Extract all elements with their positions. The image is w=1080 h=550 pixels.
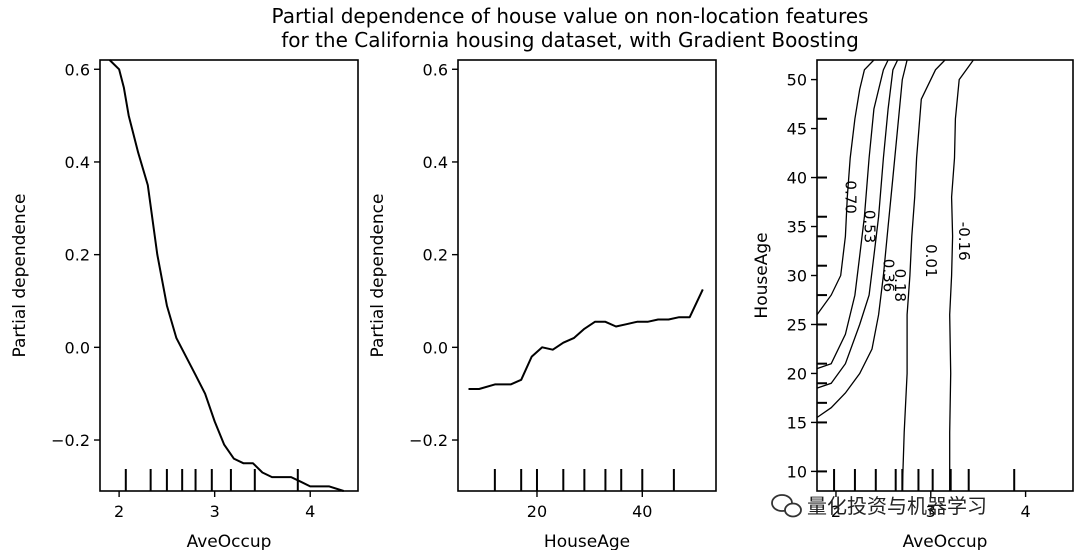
- axes-frame: [457, 59, 717, 492]
- x-axis-label: HouseAge: [544, 532, 630, 550]
- y-tick-label: 50: [787, 71, 807, 90]
- y-tick-label: 0.6: [65, 60, 90, 79]
- y-tick-label: 10: [787, 462, 807, 481]
- watermark-text: 量化投资与机器学习: [807, 494, 987, 518]
- contour-level-label: 0.01: [922, 244, 940, 277]
- contour-line-0.18: [816, 59, 908, 419]
- y-tick-label: −0.2: [409, 431, 448, 450]
- y-axis-label: Partial dependence: [368, 194, 388, 358]
- axes-frame: [99, 59, 359, 492]
- panel-houseage-partial-dependence: 20 40 −0.2 0.0 0.2 0.4 0.6 HouseAge Partial depe…: [368, 59, 717, 550]
- y-tick-label: −0.2: [51, 431, 90, 450]
- x-tick-label: 2: [114, 502, 124, 521]
- y-tick-label: 45: [787, 120, 807, 139]
- contour-line-0.36: [816, 59, 899, 389]
- contour-level-label: 0.70: [841, 180, 859, 213]
- contour-line-0.01: [901, 59, 946, 492]
- y-tick-label: 35: [787, 218, 807, 237]
- x-tick-label: 4: [305, 502, 315, 521]
- wechat-icon: [771, 494, 802, 518]
- y-tick-label: 0.2: [65, 246, 90, 265]
- axes-frame: [816, 59, 1074, 492]
- y-tick-label: 0.4: [65, 153, 90, 172]
- x-tick-label: 20: [527, 502, 547, 521]
- partial-dependence-line: [108, 59, 345, 492]
- y-tick-label: 0.4: [423, 153, 448, 172]
- figure-title-line-2: for the California housing dataset, with…: [281, 28, 859, 52]
- y-tick-label: 0.2: [423, 246, 448, 265]
- contour-line-0.70: [816, 59, 875, 316]
- panel-aveoccup-houseage-contour: 2 3 4 10 15 20 25 30 35 40 45 50 AveOccup HouseAge 0.7…: [752, 59, 1074, 550]
- y-tick-label: 40: [787, 169, 807, 188]
- x-tick-label: 3: [926, 502, 936, 521]
- y-tick-label: 15: [787, 413, 807, 432]
- x-tick-label: 4: [1020, 502, 1030, 521]
- x-tick-label: 40: [632, 502, 652, 521]
- y-tick-label: 0.0: [423, 338, 448, 357]
- contour-level-label: 0.18: [891, 269, 909, 302]
- x-tick-label: 2: [831, 502, 841, 521]
- y-tick-label: 0.0: [65, 338, 90, 357]
- x-axis-label: AveOccup: [187, 532, 272, 550]
- watermark: 量化投资与机器学习: [771, 494, 987, 518]
- x-tick-label: 3: [210, 502, 220, 521]
- panel-aveoccup-partial-dependence: 2 3 4 −0.2 0.0 0.2 0.4 0.6 AveOccup Partial depen…: [10, 59, 359, 550]
- contour-line-0.53: [816, 59, 889, 370]
- y-tick-label: 25: [787, 315, 807, 334]
- contour-level-label: -0.16: [955, 222, 973, 261]
- x-axis-label: AveOccup: [903, 532, 988, 550]
- partial-dependence-line: [468, 288, 704, 390]
- y-tick-label: 20: [787, 364, 807, 383]
- contour-level-label: 0.53: [860, 210, 878, 243]
- y-axis-label: Partial dependence: [10, 194, 30, 358]
- contour-level-label: 0.36: [879, 259, 897, 292]
- y-axis-label: HouseAge: [752, 232, 772, 318]
- y-tick-label: 0.6: [423, 60, 448, 79]
- contour-line--0.16: [949, 59, 974, 491]
- y-tick-label: 30: [787, 267, 807, 286]
- figure-title-line-1: Partial dependence of house value on non…: [272, 4, 869, 28]
